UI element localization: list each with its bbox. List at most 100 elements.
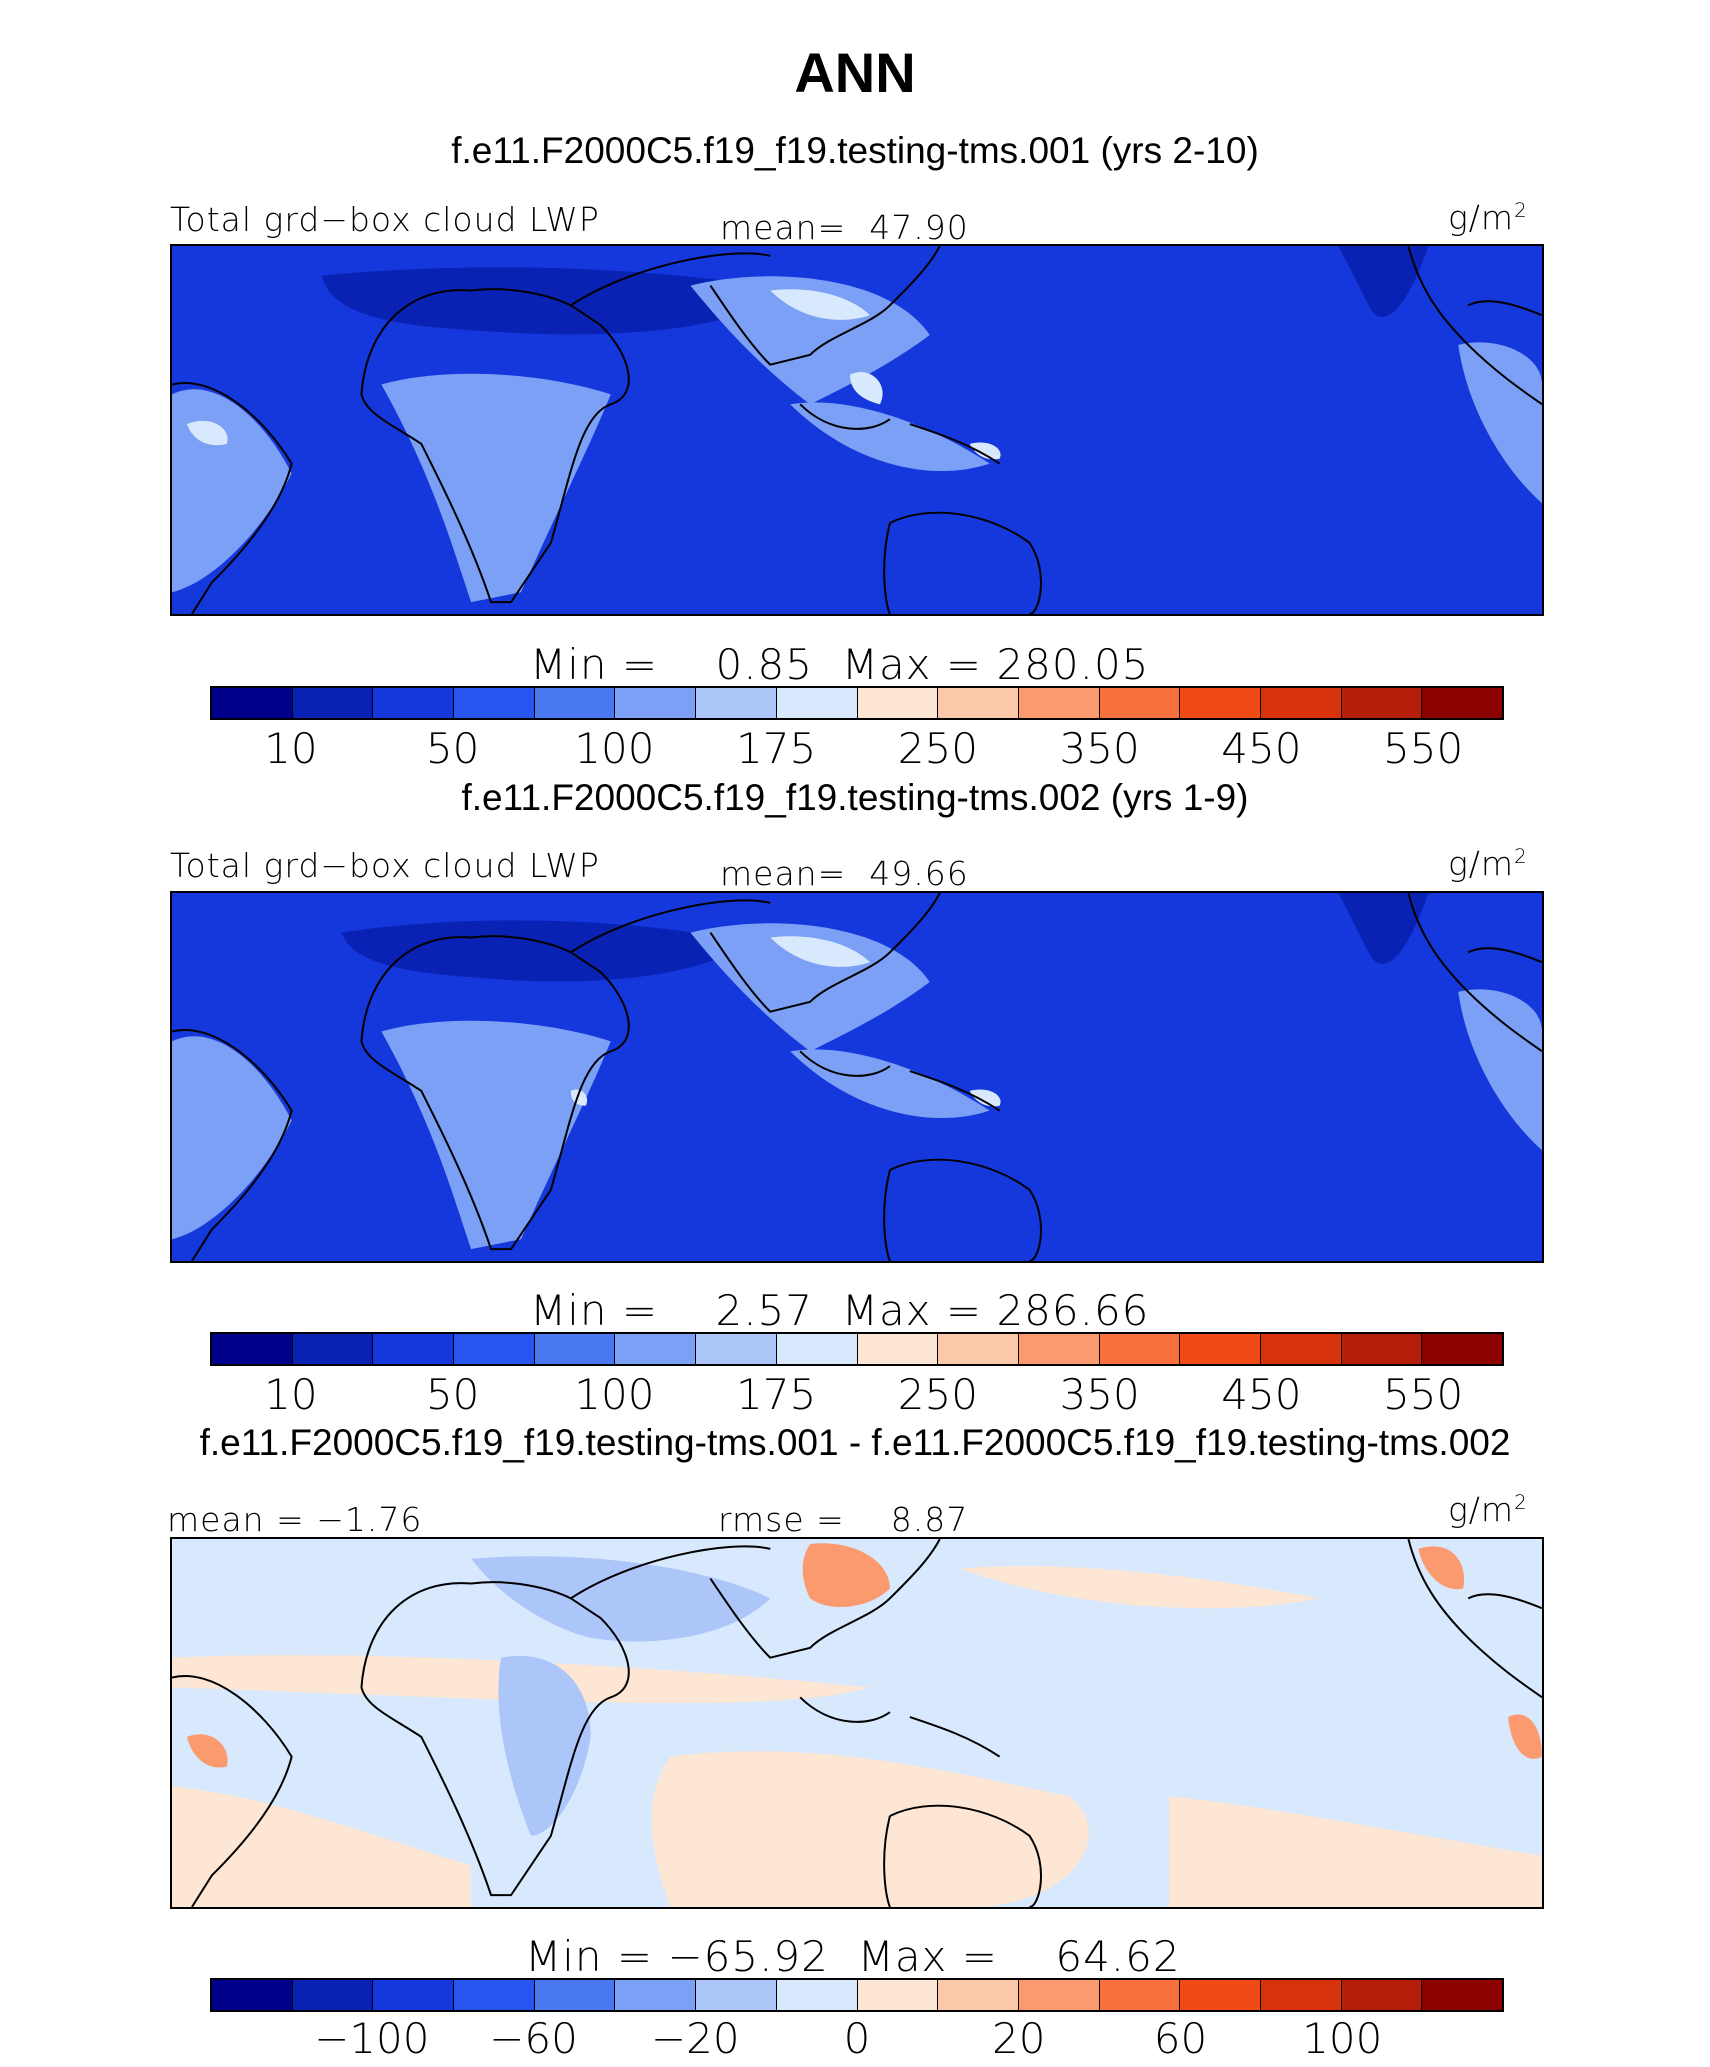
panel-3-minmax: Min = −65.92 Max = 64.62 (525, 1932, 1181, 1981)
panel-3-max-label: Max = (857, 1932, 998, 1981)
panel-3-colorbar (210, 1978, 1504, 2012)
panel-2-max-label: Max = (841, 1286, 983, 1335)
colorbar-swatch (696, 1980, 777, 2010)
panel-1-min-label: Min = (530, 640, 659, 689)
panel-3-case-title: f.e11.F2000C5.f19_f19.testing-tms.001 - … (199, 1422, 1511, 1463)
panel-2-min-value: 2.57 (715, 1286, 813, 1335)
colorbar-tick-label: 20 (992, 2014, 1046, 2063)
panel-1-variable-label: Total grd−box cloud LWP (170, 200, 600, 239)
units-exponent: 2 (1514, 1491, 1528, 1514)
colorbar-tick-label: 350 (1059, 1370, 1140, 1419)
south-america-coastline (172, 382, 293, 614)
sahara-low (341, 920, 751, 982)
colorbar-swatch (776, 1980, 858, 2010)
central-america-wet (1458, 989, 1542, 1151)
panel-2-mean-value: 49.66 (869, 854, 969, 893)
africa-coastline (360, 935, 630, 1251)
colorbar-swatch (534, 688, 616, 718)
colorbar-swatch (1099, 688, 1181, 718)
colorbar-swatch (938, 1980, 1019, 2010)
colorbar-swatch (696, 688, 777, 718)
colorbar-swatch (534, 1334, 616, 1364)
panel-3-min-value: −65.92 (667, 1932, 829, 1981)
positive-north-pacific (959, 1566, 1319, 1609)
panel-1-mean-stat: mean= 47.90 (720, 208, 969, 247)
panel-3-max-value: 64.62 (1055, 1932, 1181, 1981)
colorbar-swatch (212, 1980, 293, 2010)
panel-2-map (170, 891, 1544, 1263)
colorbar-swatch (938, 1334, 1019, 1364)
australia-coastline (883, 1158, 1042, 1261)
colorbar-swatch (615, 688, 697, 718)
colorbar-tick-label: 0 (843, 2014, 871, 2063)
panel-2-min-label: Min = (530, 1286, 659, 1335)
colorbar-tick-label: 350 (1059, 724, 1140, 773)
panel-3-map (170, 1537, 1544, 1909)
asia-wet (690, 276, 930, 405)
colorbar-swatch (1422, 688, 1502, 718)
colorbar-tick-label: 450 (1221, 1370, 1302, 1419)
africa-coastline (360, 288, 630, 604)
colorbar-tick-label: 60 (1153, 2014, 1208, 2063)
colorbar-tick-label: −60 (489, 2014, 578, 2063)
negative-africa (498, 1655, 591, 1836)
panel-1-colorbar (210, 686, 1504, 720)
panel-2-mean-stat: mean= 49.66 (720, 854, 969, 893)
colorbar-swatch (292, 1334, 374, 1364)
colorbar-swatch (1180, 688, 1261, 718)
africa-coastline (360, 1581, 630, 1897)
panel-3-map-svg (172, 1539, 1542, 1907)
central-america-wet (1458, 342, 1542, 504)
panel-1-map (170, 244, 1544, 616)
colorbar-swatch (857, 1980, 939, 2010)
panel-3-min-label: Min = (525, 1932, 654, 1981)
units-label: g/m (1448, 844, 1515, 883)
colorbar-tick-label: −100 (314, 2014, 430, 2063)
colorbar-tick-label: 550 (1383, 724, 1464, 773)
panel-3-rmse-stat: rmse = 8.87 (718, 1500, 968, 1539)
colorbar-swatch (212, 688, 293, 718)
asia-coastline (570, 246, 941, 366)
maritime-coastline (799, 403, 1001, 465)
positive-andes (1508, 1714, 1542, 1759)
panel-2-map-svg (172, 893, 1542, 1261)
units-exponent: 2 (1514, 199, 1528, 222)
maritime-coastline (799, 1696, 1001, 1758)
panel-2-max-value: 286.66 (996, 1286, 1150, 1335)
south-america-wet (172, 1036, 292, 1240)
north-america-coastline (1407, 246, 1542, 406)
panel-2-variable-label: Total grd−box cloud LWP (170, 846, 600, 885)
maritime-wet (790, 1049, 990, 1119)
colorbar-swatch (1018, 1334, 1100, 1364)
colorbar-swatch (373, 688, 455, 718)
colorbar-swatch (454, 1334, 535, 1364)
colorbar-swatch (1341, 1334, 1423, 1364)
positive-amazon (186, 1734, 228, 1768)
east-pacific-low (1338, 246, 1429, 317)
colorbar-swatch (373, 1980, 455, 2010)
colorbar-swatch (454, 1980, 535, 2010)
south-america-coastline (172, 1675, 293, 1907)
colorbar-swatch (1099, 1980, 1181, 2010)
colorbar-tick-label: 10 (264, 1370, 318, 1419)
units-label: g/m (1448, 198, 1515, 237)
colorbar-swatch (292, 1980, 374, 2010)
colorbar-swatch (1260, 1980, 1342, 2010)
colorbar-tick-label: 450 (1221, 724, 1302, 773)
colorbar-swatch (1099, 1334, 1181, 1364)
china-peak (850, 371, 883, 405)
south-america-coastline (172, 1029, 293, 1261)
panel-1-case-title: f.e11.F2000C5.f19_f19.testing-tms.001 (y… (451, 130, 1259, 171)
amazon-peak (186, 420, 228, 446)
new-guinea-peak (969, 442, 1001, 460)
sahara-low (321, 267, 791, 335)
colorbar-swatch (1260, 1334, 1342, 1364)
colorbar-swatch (1341, 688, 1423, 718)
panel-1-map-svg (172, 246, 1542, 614)
panel-1-max-value: 280.05 (996, 640, 1150, 689)
colorbar-swatch (292, 688, 374, 718)
asia-wet (690, 923, 930, 1052)
units-exponent: 2 (1514, 845, 1528, 868)
north-america-coastline (1407, 1539, 1542, 1699)
colorbar-swatch (1018, 1980, 1100, 2010)
